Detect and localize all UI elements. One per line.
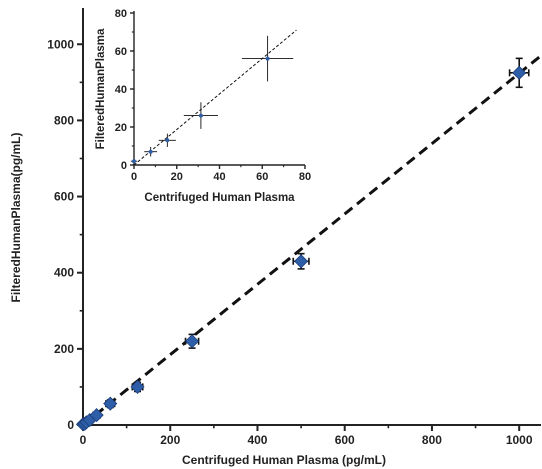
inset-x-tick-label: 40 xyxy=(213,171,225,183)
main-data-marker xyxy=(89,408,104,423)
main-data-marker xyxy=(294,254,309,269)
main-data-marker xyxy=(512,65,527,80)
inset-y-tick-label: 0 xyxy=(121,160,127,172)
main-y-axis-title: FilteredHumanPlasma(pg/mL) xyxy=(9,132,23,302)
main-x-axis-title: Centrifuged Human Plasma (pg/mL) xyxy=(182,453,386,467)
main-x-tick-label: 0 xyxy=(80,433,87,447)
inset-y-tick-label: 40 xyxy=(115,84,127,96)
inset-y-tick-label: 80 xyxy=(115,8,127,20)
main-data-point xyxy=(130,379,145,394)
main-x-tick-label: 1000 xyxy=(506,433,533,447)
main-data-point xyxy=(292,252,310,270)
inset-data-marker xyxy=(198,113,203,118)
main-data-point xyxy=(184,333,200,349)
inset-y-tick-label: 60 xyxy=(115,46,127,58)
inset-x-tick-label: 80 xyxy=(299,171,311,183)
inset-fit-line xyxy=(133,29,297,166)
main-y-tick-label: 200 xyxy=(54,342,74,356)
main-y-tick-label: 1000 xyxy=(47,37,74,51)
inset-y-axis-title: FilteredHumanPlasma xyxy=(95,28,107,149)
inset-x-tick-label: 60 xyxy=(256,171,268,183)
inset-x-tick-label: 20 xyxy=(171,171,183,183)
inset-data-marker xyxy=(265,56,270,61)
main-x-tick-label: 600 xyxy=(335,433,355,447)
inset-x-tick-label: 0 xyxy=(131,171,137,183)
inset-y-tick-label: 20 xyxy=(115,122,127,134)
main-data-point xyxy=(89,408,104,423)
main-data-marker xyxy=(130,379,145,394)
inset-data-point xyxy=(144,146,158,157)
inset-data-point xyxy=(241,35,294,82)
main-data-marker xyxy=(184,334,200,349)
main-data-marker xyxy=(103,396,118,411)
inset-data-point xyxy=(183,102,219,129)
main-y-tick-label: 600 xyxy=(54,190,74,204)
inset-plot: 0 20 40 60 80 0 20 40 60 80 Centrifuged Human Plas… xyxy=(95,8,311,204)
main-x-tick-label: 200 xyxy=(160,433,180,447)
inset-data-marker xyxy=(132,159,136,164)
inset-data-point xyxy=(158,133,176,147)
main-x-tick-label: 800 xyxy=(422,433,442,447)
main-fit-line xyxy=(82,54,542,427)
main-data-point xyxy=(103,396,118,411)
main-plot: 0 200 400 600 800 100002004006008001000Centri… xyxy=(9,8,542,467)
main-x-tick-label: 400 xyxy=(247,433,267,447)
main-y-tick-label: 400 xyxy=(54,266,74,280)
inset-data-marker xyxy=(148,149,153,154)
inset-x-axis-title: Centrifuged Human Plasma xyxy=(144,192,295,204)
main-y-tick-label: 0 xyxy=(67,418,74,432)
inset-data-point xyxy=(130,159,138,164)
main-data-point xyxy=(508,57,530,89)
main-y-tick-label: 800 xyxy=(54,113,74,127)
inset-data-marker xyxy=(165,138,170,143)
